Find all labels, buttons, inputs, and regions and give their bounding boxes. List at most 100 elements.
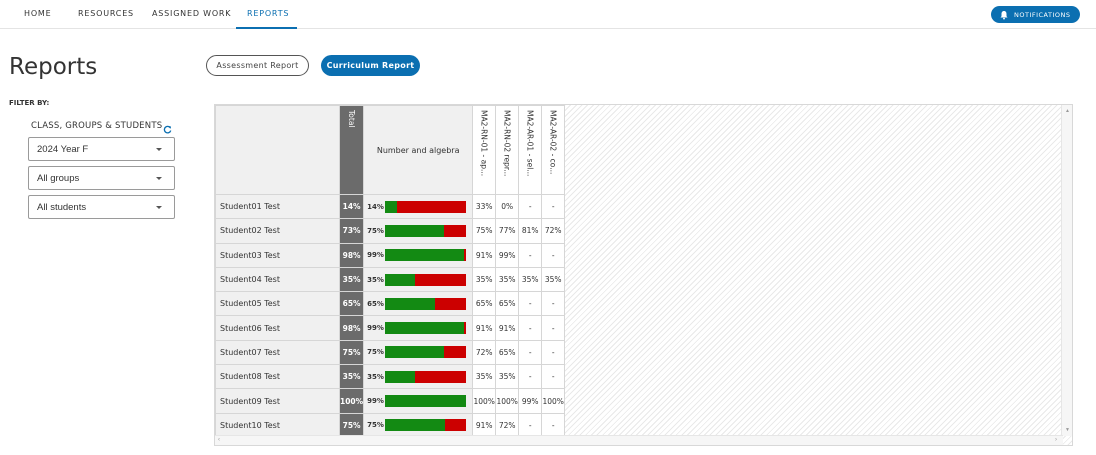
- outcome-score[interactable]: 35%: [541, 266, 566, 293]
- total-header[interactable]: Total: [338, 105, 365, 195]
- outcome-score[interactable]: 81%: [518, 218, 543, 244]
- outcome-score[interactable]: 77%: [495, 218, 520, 244]
- outcome-score[interactable]: -: [541, 291, 566, 317]
- table-row: Student06 Test 98% 99% 91% 91% - -: [215, 315, 566, 341]
- groups-select-value: All groups: [37, 172, 80, 184]
- outcome-score[interactable]: -: [518, 364, 543, 390]
- outcome-score[interactable]: -: [518, 193, 543, 220]
- outcome-header-2[interactable]: MA2-RN-02 repr...: [495, 105, 520, 195]
- horizontal-scrollbar[interactable]: ‹ ›: [215, 435, 1063, 445]
- outcome-score[interactable]: 35%: [495, 364, 520, 390]
- outcome-score[interactable]: 72%: [495, 412, 520, 438]
- groups-select[interactable]: All groups: [28, 166, 175, 190]
- strand-cell[interactable]: 14%: [363, 193, 474, 220]
- class-select[interactable]: 2024 Year F: [28, 137, 175, 161]
- refresh-icon[interactable]: [163, 121, 172, 134]
- student-name[interactable]: Student04 Test: [215, 266, 340, 293]
- outcome-score[interactable]: -: [518, 242, 543, 268]
- scroll-right-icon[interactable]: ›: [1055, 437, 1057, 443]
- outcome-score[interactable]: 65%: [472, 291, 497, 317]
- student-name[interactable]: Student03 Test: [215, 242, 340, 268]
- outcome-header-1[interactable]: MA2-RN-01 - ap...: [472, 105, 497, 195]
- outcome-score[interactable]: -: [541, 315, 566, 341]
- outcome-score[interactable]: 99%: [518, 388, 543, 414]
- strand-cell[interactable]: 35%: [363, 364, 474, 390]
- outcome-header-4[interactable]: MA2-AR-02 - co...: [541, 105, 566, 195]
- nav-resources[interactable]: RESOURCES: [78, 9, 134, 18]
- scroll-up-icon[interactable]: ▲: [1065, 108, 1070, 114]
- outcome-header-3[interactable]: MA2-AR-01 - sel...: [518, 105, 543, 195]
- outcome-score[interactable]: -: [518, 412, 543, 438]
- table-row: Student10 Test 75% 75% 91% 72% - -: [215, 412, 566, 438]
- outcome-score[interactable]: 35%: [518, 266, 543, 293]
- scroll-down-icon[interactable]: ▼: [1065, 427, 1070, 433]
- strand-cell[interactable]: 65%: [363, 291, 474, 317]
- chevron-down-icon: [156, 206, 162, 209]
- outcome-score[interactable]: -: [541, 242, 566, 268]
- outcome-score[interactable]: 65%: [495, 291, 520, 317]
- outcome-score[interactable]: 100%: [472, 388, 497, 414]
- assessment-report-button[interactable]: Assessment Report: [206, 55, 309, 76]
- outcome-score[interactable]: -: [541, 339, 566, 366]
- nav-home[interactable]: HOME: [24, 9, 52, 18]
- outcome-score[interactable]: 91%: [472, 315, 497, 341]
- total-score: 100%: [338, 388, 365, 414]
- progress-bar: [385, 200, 467, 213]
- outcome-score[interactable]: 65%: [495, 339, 520, 366]
- outcome-score[interactable]: 35%: [495, 266, 520, 293]
- curriculum-report-button[interactable]: Curriculum Report: [321, 55, 420, 76]
- student-name[interactable]: Student02 Test: [215, 218, 340, 244]
- strand-cell[interactable]: 75%: [363, 339, 474, 366]
- outcome-score[interactable]: 99%: [495, 242, 520, 268]
- outcome-score[interactable]: -: [518, 291, 543, 317]
- student-name[interactable]: Student08 Test: [215, 364, 340, 390]
- outcome-score[interactable]: -: [518, 339, 543, 366]
- strand-header[interactable]: Number and algebra: [363, 105, 474, 195]
- student-name[interactable]: Student01 Test: [215, 193, 340, 220]
- outcome-score[interactable]: 100%: [495, 388, 520, 414]
- scroll-left-icon[interactable]: ‹: [218, 437, 220, 443]
- outcome-score[interactable]: 100%: [541, 388, 566, 414]
- strand-cell[interactable]: 99%: [363, 242, 474, 268]
- table-row: Student01 Test 14% 14% 33% 0% - -: [215, 193, 566, 220]
- strand-percent: 99%: [367, 251, 384, 260]
- progress-bar-fill: [385, 346, 445, 359]
- outcome-score[interactable]: -: [541, 193, 566, 220]
- strand-cell[interactable]: 99%: [363, 315, 474, 341]
- class-select-value: 2024 Year F: [37, 143, 89, 155]
- strand-percent: 75%: [367, 348, 384, 357]
- outcome-score[interactable]: -: [541, 412, 566, 438]
- student-name[interactable]: Student05 Test: [215, 291, 340, 317]
- student-name[interactable]: Student06 Test: [215, 315, 340, 341]
- outcome-score[interactable]: 91%: [472, 242, 497, 268]
- notifications-button[interactable]: NOTIFICATIONS: [991, 6, 1080, 23]
- outcome-score[interactable]: 33%: [472, 193, 497, 220]
- nav-assigned-work[interactable]: ASSIGNED WORK: [152, 9, 232, 18]
- outcome-header-label: MA2-AR-01 - sel...: [525, 110, 535, 177]
- outcome-score[interactable]: 35%: [472, 266, 497, 293]
- class-groups-students-label: CLASS, GROUPS & STUDENTS: [31, 121, 163, 131]
- notifications-label: NOTIFICATIONS: [1014, 10, 1071, 19]
- outcome-score[interactable]: 91%: [472, 412, 497, 438]
- strand-cell[interactable]: 35%: [363, 266, 474, 293]
- outcome-score[interactable]: 91%: [495, 315, 520, 341]
- student-name[interactable]: Student07 Test: [215, 339, 340, 366]
- outcome-score[interactable]: 72%: [472, 339, 497, 366]
- table-row: Student04 Test 35% 35% 35% 35% 35% 35%: [215, 266, 566, 293]
- strand-cell[interactable]: 75%: [363, 218, 474, 244]
- students-select[interactable]: All students: [28, 195, 175, 219]
- progress-bar-fill: [385, 297, 436, 310]
- outcome-score[interactable]: 75%: [472, 218, 497, 244]
- vertical-scrollbar[interactable]: ▲ ▼: [1061, 105, 1072, 436]
- student-name[interactable]: Student10 Test: [215, 412, 340, 438]
- nav-reports[interactable]: REPORTS: [247, 9, 290, 18]
- outcome-score[interactable]: 0%: [495, 193, 520, 220]
- progress-bar: [385, 419, 467, 432]
- outcome-score[interactable]: -: [518, 315, 543, 341]
- outcome-score[interactable]: 72%: [541, 218, 566, 244]
- student-name[interactable]: Student09 Test: [215, 388, 340, 414]
- outcome-score[interactable]: 35%: [472, 364, 497, 390]
- strand-cell[interactable]: 75%: [363, 412, 474, 438]
- strand-cell[interactable]: 99%: [363, 388, 474, 414]
- outcome-score[interactable]: -: [541, 364, 566, 390]
